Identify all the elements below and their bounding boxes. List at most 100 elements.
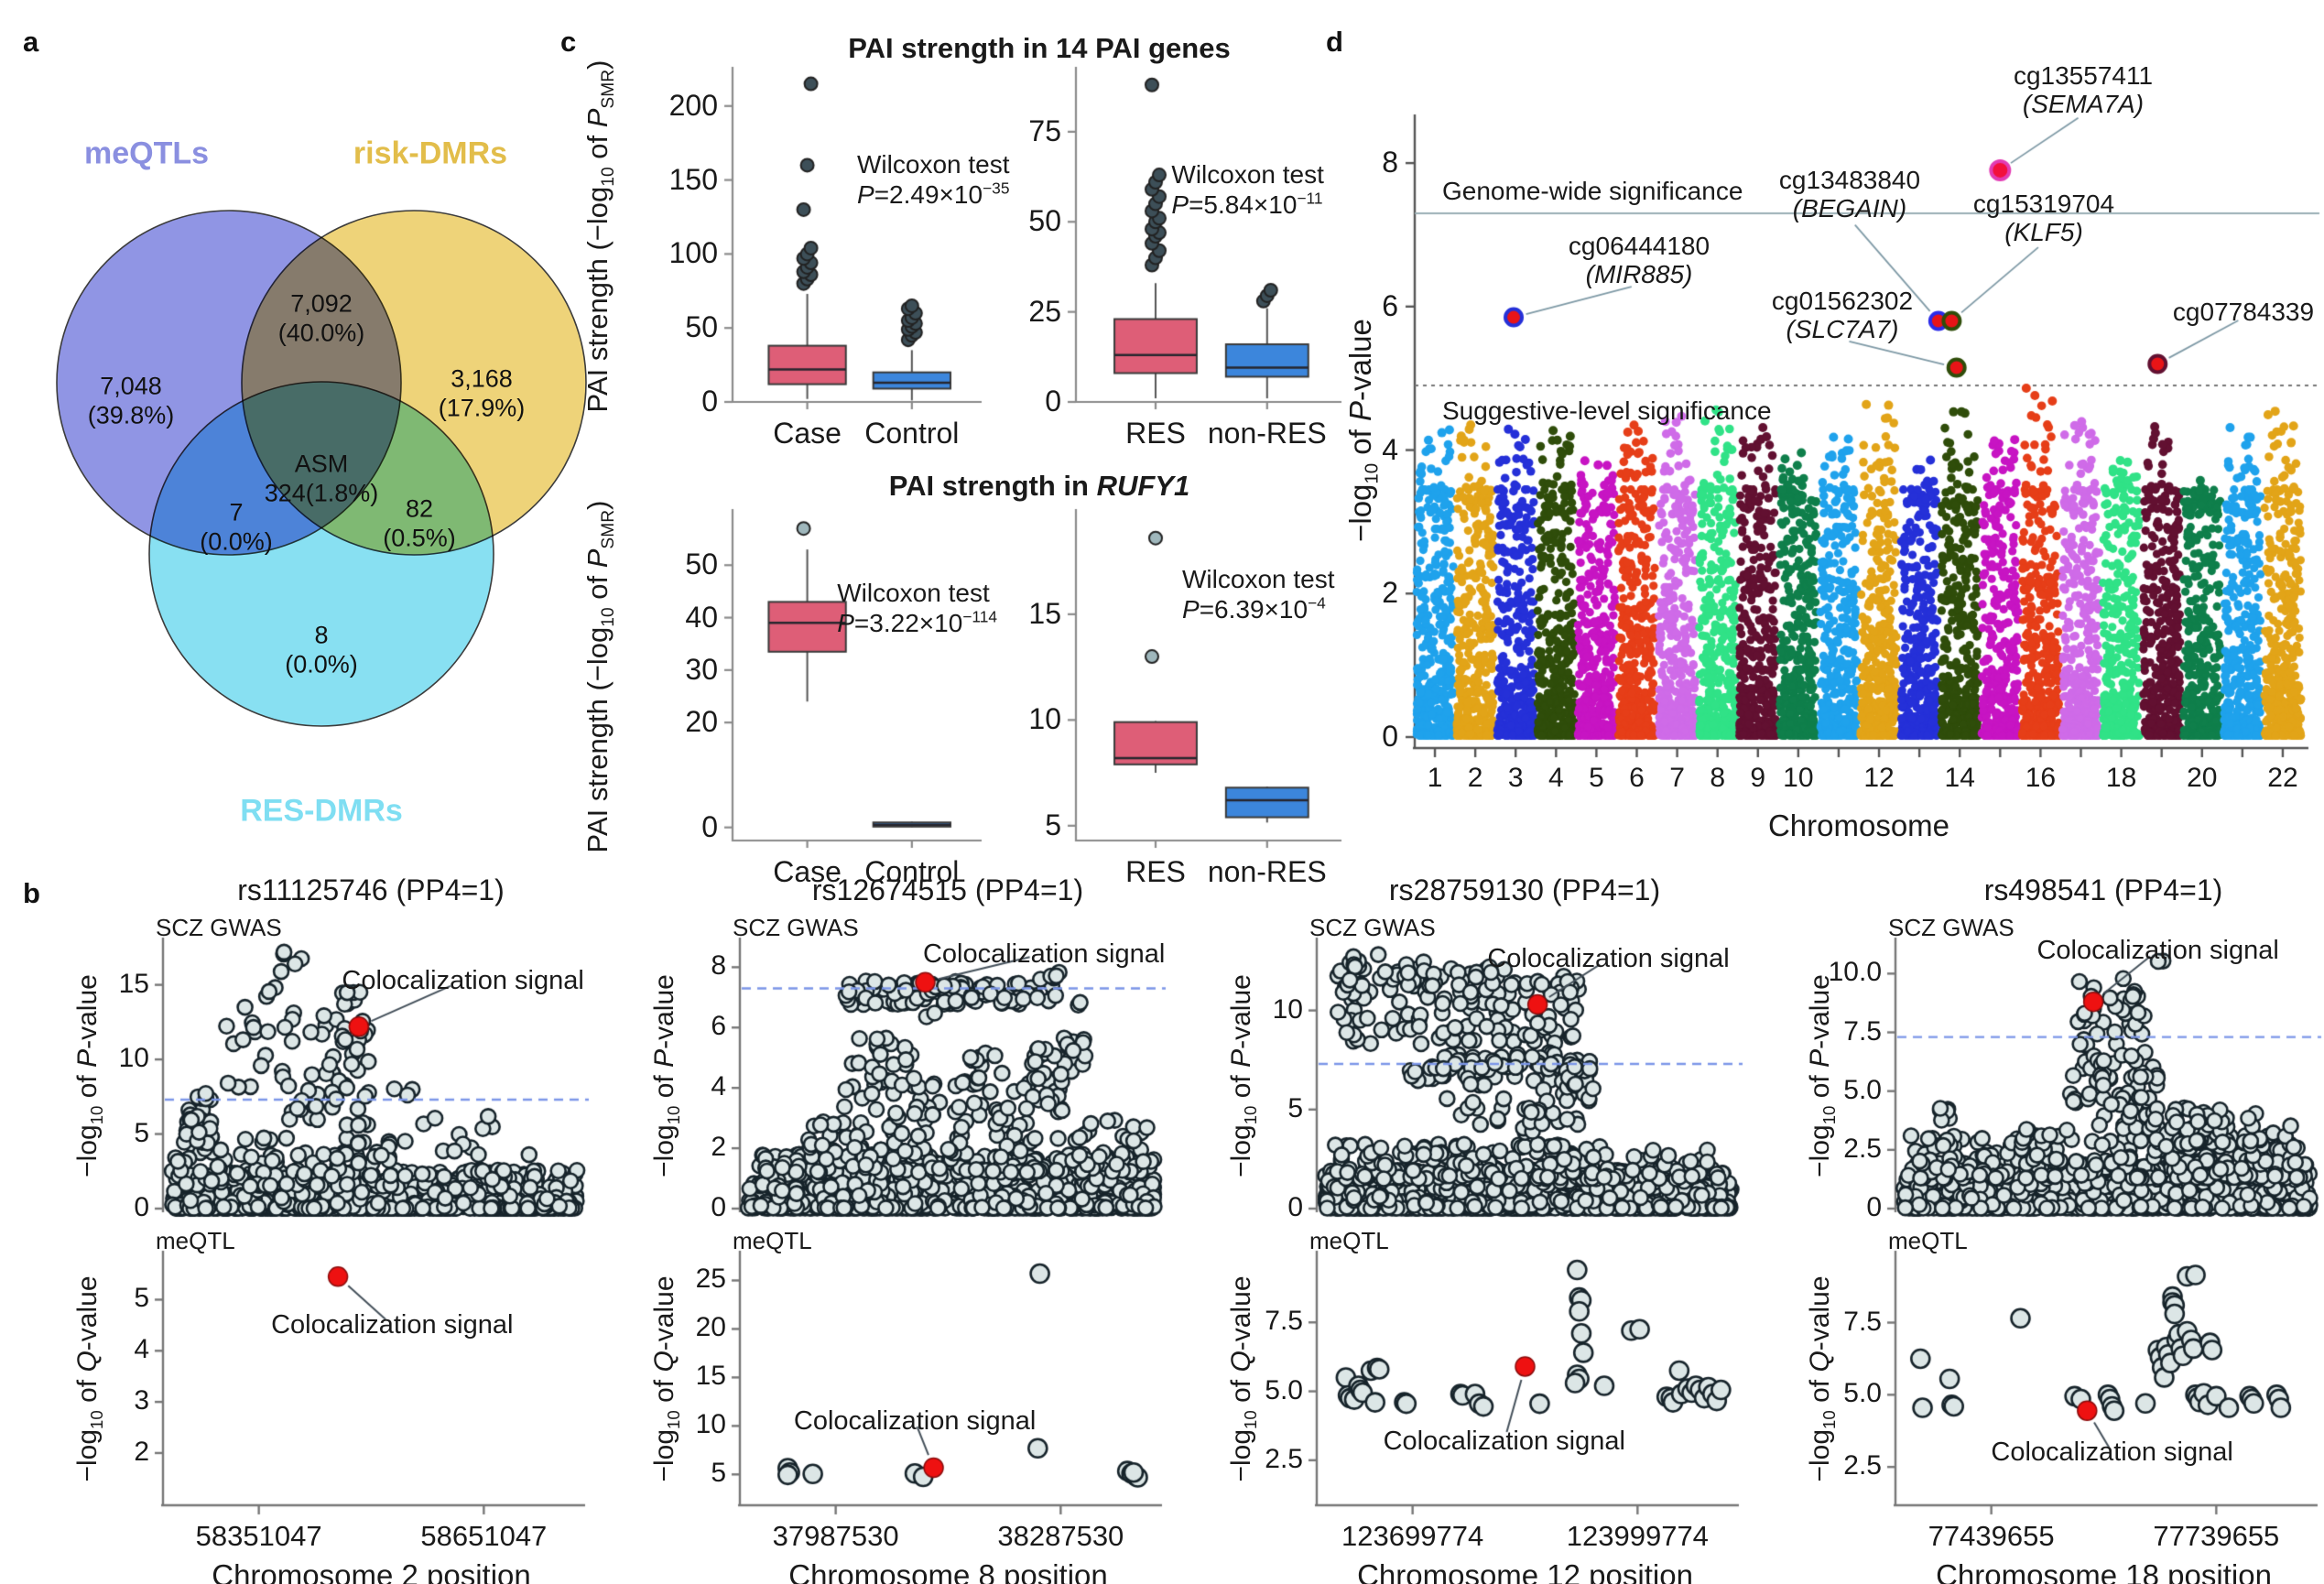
chromosome-tick-label: 3 (1507, 763, 1524, 793)
y-axis-label: −log10 of Q-value (1226, 1275, 1260, 1482)
cpg-annotation: cg06444180 (1568, 232, 1710, 260)
y-tick-label: 5 (711, 1458, 726, 1489)
category-label: RES (1125, 417, 1186, 450)
x-axis-label: Chromosome 18 position (1936, 1558, 2272, 1584)
y-tick-label: 20 (695, 1312, 726, 1343)
chromosome-tick-label: 8 (1710, 763, 1726, 793)
subplot-label: meQTL (1309, 1227, 1389, 1254)
y-tick-label: 5 (1045, 808, 1061, 841)
venn-region-count: 7,048 (39.8%) (87, 372, 175, 429)
panel-letter-b: b (23, 877, 40, 909)
manhattan-canvas (1337, 14, 2324, 865)
wilcoxon-test-label: Wilcoxon test (857, 149, 1010, 179)
y-tick-label: 25 (1028, 294, 1061, 328)
y-tick-label: 10.0 (1828, 957, 1882, 988)
colocalization-signal-label: Colocalization signal (271, 1310, 514, 1340)
colocalization-canvas (1787, 872, 2324, 1584)
venn-region-count: 8 (0.0%) (285, 621, 358, 678)
colocalization-signal-label: Colocalization signal (342, 965, 584, 995)
chromosome-tick-label: 10 (1783, 763, 1814, 793)
y-tick-label: 10 (1272, 993, 1303, 1025)
pair-title: rs12674515 (PP4=1) (811, 873, 1084, 906)
venn-region-count: 3,168 (17.9%) (438, 364, 526, 422)
y-tick-label: 100 (668, 236, 718, 270)
gene-annotation: (MIR885) (1585, 260, 1693, 288)
y-tick-label: 8 (1382, 146, 1398, 179)
y-tick-label: 20 (685, 705, 718, 739)
chromosome-tick-label: 22 (2267, 763, 2298, 793)
wilcoxon-pvalue: P=5.84×10−11 (1171, 189, 1323, 219)
genome-wide-significance-label: Genome-wide significance (1442, 176, 1743, 205)
subplot-label: meQTL (733, 1227, 812, 1254)
y-tick-label: 3 (134, 1385, 149, 1416)
venn-set-label: meQTLs (83, 136, 210, 171)
category-label: non-RES (1207, 417, 1327, 450)
chromosome-tick-label: 14 (1944, 763, 1975, 793)
category-label: Control (864, 417, 960, 450)
venn-set-label: RES-DMRs (240, 793, 403, 829)
cpg-annotation: cg07784339 (2172, 298, 2315, 326)
y-tick-label: 7.5 (1843, 1015, 1882, 1047)
venn-diagram-panel: meQTLs risk-DMRs RES-DMRs 7,048 (39.8%) 3,168… (9, 18, 595, 861)
x-tick-label: 58351047 (195, 1520, 322, 1552)
y-tick-label: 0 (701, 809, 718, 843)
venn-circles (56, 210, 587, 727)
y-axis-label: −log10 of Q-value (72, 1275, 106, 1482)
y-tick-label: 50 (685, 310, 718, 344)
y-tick-label: 5.0 (1843, 1074, 1882, 1105)
colocalization-canvas (632, 872, 1168, 1584)
colocalization-pair: rs498541 (PP4=1) SCZ GWAS 0 2.5 5.0 7.5 10.0 −l… (1787, 872, 2324, 1584)
y-tick-label: 2.5 (1265, 1443, 1303, 1474)
y-tick-label: 5.0 (1265, 1374, 1303, 1405)
suggestive-significance-label: Suggestive-level significance (1442, 396, 1772, 426)
y-tick-label: 7.5 (1265, 1306, 1303, 1337)
y-tick-label: 40 (685, 600, 718, 634)
pair-title: rs498541 (PP4=1) (1983, 873, 2223, 906)
pair-title: rs11125746 (PP4=1) (237, 873, 505, 906)
chromosome-tick-label: 18 (2105, 763, 2137, 793)
wilcoxon-pvalue: P=6.39×10−4 (1182, 593, 1326, 624)
y-axis-label: −log10 of P-value (1343, 319, 1383, 542)
venn-region-count: 7,092 (40.0%) (277, 289, 365, 347)
x-tick-label: 38287530 (997, 1520, 1124, 1552)
colocalization-panel: rs11125746 (PP4=1) SCZ GWAS 0 5 10 15 −log10 o… (0, 872, 2324, 1584)
x-tick-label: 37987530 (772, 1520, 899, 1552)
y-tick-label: 6 (1382, 288, 1398, 322)
colocalization-pair: rs11125746 (PP4=1) SCZ GWAS 0 5 10 15 −log10 o… (55, 872, 592, 1584)
boxplot-row-title: PAI strength in 14 PAI genes (848, 32, 1231, 64)
x-tick-label: 77439655 (1928, 1520, 2055, 1552)
cpg-annotation: cg13557411 (2013, 61, 2154, 90)
gene-annotation: (KLF5) (2004, 218, 2083, 246)
y-tick-label: 30 (685, 652, 718, 686)
y-tick-label: 50 (1028, 204, 1061, 238)
y-tick-label: 8 (711, 950, 726, 982)
x-tick-label: 123699774 (1341, 1520, 1484, 1552)
y-tick-label: 4 (134, 1334, 149, 1365)
y-tick-label: 5 (134, 1283, 149, 1314)
colocalization-signal-label: Colocalization signal (1991, 1438, 2233, 1468)
subplot-label: SCZ GWAS (1888, 914, 2014, 941)
boxplot-row-title: PAI strength in RUFY1 (888, 470, 1190, 502)
y-tick-label: 10 (118, 1043, 149, 1074)
y-tick-label: 4 (711, 1071, 726, 1102)
x-axis-label: Chromosome (1767, 808, 1950, 842)
y-tick-label: 50 (685, 548, 718, 581)
boxplots-canvas (563, 14, 1351, 870)
y-tick-label: 5 (1287, 1092, 1303, 1123)
colocalization-canvas (55, 872, 592, 1584)
cpg-annotation: cg15319704 (1972, 190, 2115, 218)
y-axis-label: −log10 of P-value (1805, 974, 1839, 1177)
subplot-label: SCZ GWAS (156, 914, 282, 941)
y-axis-label: −log10 of Q-value (1805, 1275, 1839, 1482)
subplot-label: meQTL (1888, 1227, 1968, 1254)
y-tick-label: 15 (118, 968, 149, 999)
y-axis-label: PAI strength (−log10 of PSMR) (581, 60, 619, 413)
manhattan-panel: 0 2 4 6 8 1 2 3 4 5 6 7 8 9 10 12 14 16 18 20 22 Chromosome −l… (1337, 14, 2324, 865)
y-tick-label: 0 (701, 385, 718, 418)
y-tick-label: 15 (695, 1361, 726, 1392)
x-axis-label: Chromosome 8 position (788, 1558, 1108, 1584)
venn-circle-RES-DMRs (148, 381, 494, 727)
x-tick-label: 123999774 (1566, 1520, 1709, 1552)
y-tick-label: 7.5 (1843, 1306, 1882, 1337)
chromosome-tick-label: 1 (1427, 763, 1443, 793)
